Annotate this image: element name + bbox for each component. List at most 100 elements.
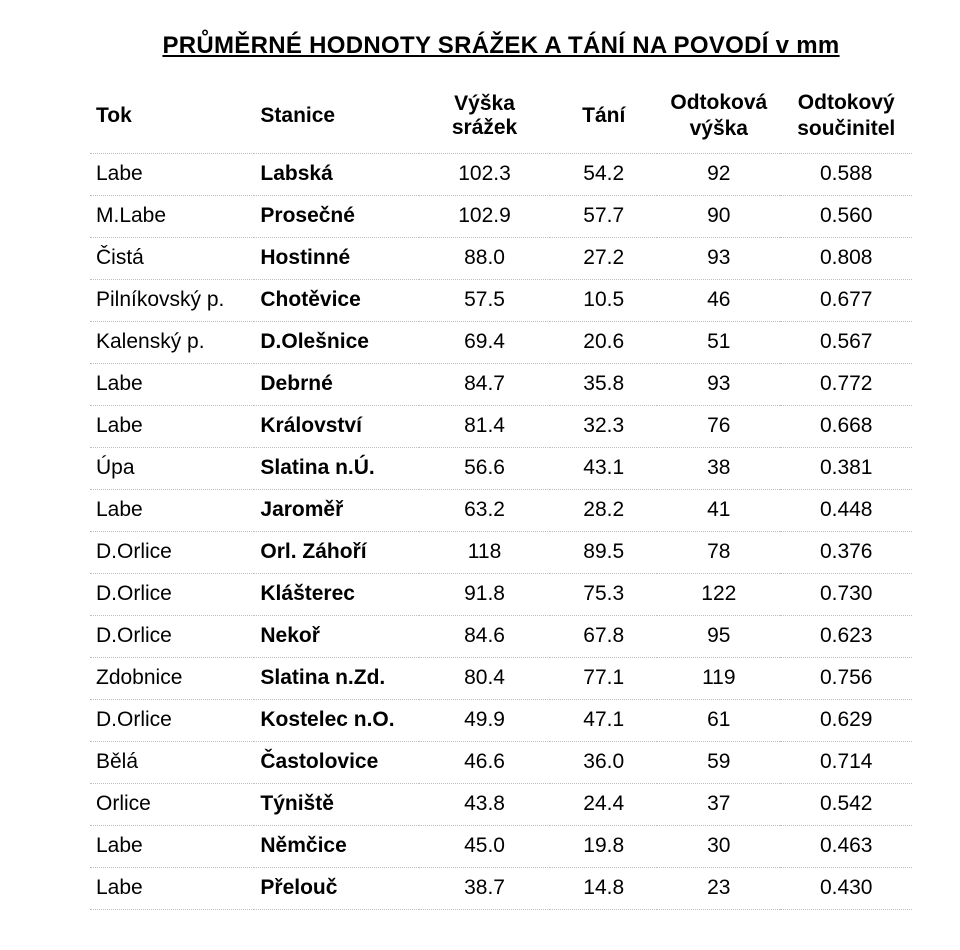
cell-vyska: 91.8 [419, 573, 551, 615]
cell-odvyska: 78 [657, 531, 780, 573]
cell-stanice: Jaroměř [254, 489, 418, 531]
table-row: LabeDebrné84.735.8930.772 [90, 363, 912, 405]
col-header-tani: Tání [550, 84, 657, 153]
cell-stanice: Prosečné [254, 195, 418, 237]
cell-stanice: Němčice [254, 825, 418, 867]
page-title: PRŮMĚRNÉ HODNOTY SRÁŽEK A TÁNÍ NA POVODÍ… [90, 32, 912, 60]
cell-soucinitel: 0.730 [780, 573, 912, 615]
table-row: D.OrliceOrl. Záhoří11889.5780.376 [90, 531, 912, 573]
col-header-line: součinitel [786, 116, 906, 142]
cell-tok: Labe [90, 867, 254, 909]
cell-tok: Labe [90, 405, 254, 447]
cell-vyska: 45.0 [419, 825, 551, 867]
cell-vyska: 81.4 [419, 405, 551, 447]
cell-vyska: 102.9 [419, 195, 551, 237]
cell-tani: 24.4 [550, 783, 657, 825]
cell-tok: Bělá [90, 741, 254, 783]
table-row: D.OrliceNekoř84.667.8950.623 [90, 615, 912, 657]
page: PRŮMĚRNÉ HODNOTY SRÁŽEK A TÁNÍ NA POVODÍ… [0, 0, 960, 950]
cell-tani: 19.8 [550, 825, 657, 867]
cell-odvyska: 61 [657, 699, 780, 741]
cell-odvyska: 95 [657, 615, 780, 657]
cell-stanice: Kostelec n.O. [254, 699, 418, 741]
cell-odvyska: 93 [657, 237, 780, 279]
cell-tok: Labe [90, 489, 254, 531]
cell-stanice: Přelouč [254, 867, 418, 909]
cell-tok: Labe [90, 153, 254, 195]
cell-odvyska: 119 [657, 657, 780, 699]
cell-odvyska: 122 [657, 573, 780, 615]
cell-tani: 36.0 [550, 741, 657, 783]
cell-tani: 14.8 [550, 867, 657, 909]
cell-stanice: Království [254, 405, 418, 447]
cell-tok: Kalenský p. [90, 321, 254, 363]
cell-tok: M.Labe [90, 195, 254, 237]
cell-stanice: Orl. Záhoří [254, 531, 418, 573]
col-header-line: výška [663, 116, 774, 142]
cell-tok: D.Orlice [90, 615, 254, 657]
cell-vyska: 43.8 [419, 783, 551, 825]
cell-odvyska: 59 [657, 741, 780, 783]
cell-soucinitel: 0.588 [780, 153, 912, 195]
table-body: LabeLabská102.354.2920.588M.LabeProsečné… [90, 153, 912, 909]
table-row: D.OrliceKostelec n.O.49.947.1610.629 [90, 699, 912, 741]
cell-tani: 57.7 [550, 195, 657, 237]
cell-soucinitel: 0.542 [780, 783, 912, 825]
cell-tok: Úpa [90, 447, 254, 489]
cell-tok: Zdobnice [90, 657, 254, 699]
cell-soucinitel: 0.567 [780, 321, 912, 363]
cell-soucinitel: 0.376 [780, 531, 912, 573]
cell-vyska: 69.4 [419, 321, 551, 363]
cell-vyska: 118 [419, 531, 551, 573]
cell-odvyska: 41 [657, 489, 780, 531]
cell-vyska: 80.4 [419, 657, 551, 699]
cell-stanice: D.Olešnice [254, 321, 418, 363]
table-row: ČistáHostinné88.027.2930.808 [90, 237, 912, 279]
cell-soucinitel: 0.668 [780, 405, 912, 447]
table-row: LabeLabská102.354.2920.588 [90, 153, 912, 195]
cell-odvyska: 90 [657, 195, 780, 237]
col-header-tok: Tok [90, 84, 254, 153]
table-row: LabeKrálovství81.432.3760.668 [90, 405, 912, 447]
cell-odvyska: 76 [657, 405, 780, 447]
cell-stanice: Debrné [254, 363, 418, 405]
cell-soucinitel: 0.430 [780, 867, 912, 909]
cell-tani: 67.8 [550, 615, 657, 657]
cell-stanice: Chotěvice [254, 279, 418, 321]
cell-odvyska: 51 [657, 321, 780, 363]
col-header-line: Odtokový [786, 90, 906, 116]
cell-tok: D.Orlice [90, 531, 254, 573]
cell-tok: Pilníkovský p. [90, 279, 254, 321]
cell-soucinitel: 0.714 [780, 741, 912, 783]
cell-tani: 77.1 [550, 657, 657, 699]
cell-soucinitel: 0.560 [780, 195, 912, 237]
table-row: OrliceTýniště43.824.4370.542 [90, 783, 912, 825]
cell-odvyska: 38 [657, 447, 780, 489]
col-header-stanice: Stanice [254, 84, 418, 153]
cell-stanice: Hostinné [254, 237, 418, 279]
cell-vyska: 63.2 [419, 489, 551, 531]
data-table: TokStaniceVýška srážekTáníOdtokovávýškaO… [90, 84, 912, 910]
cell-odvyska: 92 [657, 153, 780, 195]
cell-tani: 89.5 [550, 531, 657, 573]
cell-soucinitel: 0.381 [780, 447, 912, 489]
cell-stanice: Týniště [254, 783, 418, 825]
table-row: LabeNěmčice45.019.8300.463 [90, 825, 912, 867]
cell-odvyska: 37 [657, 783, 780, 825]
table-row: D.OrliceKlášterec91.875.31220.730 [90, 573, 912, 615]
cell-stanice: Labská [254, 153, 418, 195]
cell-odvyska: 30 [657, 825, 780, 867]
table-head: TokStaniceVýška srážekTáníOdtokovávýškaO… [90, 84, 912, 153]
cell-soucinitel: 0.629 [780, 699, 912, 741]
cell-tok: Labe [90, 363, 254, 405]
table-header-row: TokStaniceVýška srážekTáníOdtokovávýškaO… [90, 84, 912, 153]
cell-vyska: 56.6 [419, 447, 551, 489]
cell-stanice: Nekoř [254, 615, 418, 657]
cell-tok: D.Orlice [90, 699, 254, 741]
cell-vyska: 38.7 [419, 867, 551, 909]
table-row: LabePřelouč38.714.8230.430 [90, 867, 912, 909]
cell-stanice: Slatina n.Ú. [254, 447, 418, 489]
cell-tok: Čistá [90, 237, 254, 279]
cell-tok: D.Orlice [90, 573, 254, 615]
cell-odvyska: 93 [657, 363, 780, 405]
